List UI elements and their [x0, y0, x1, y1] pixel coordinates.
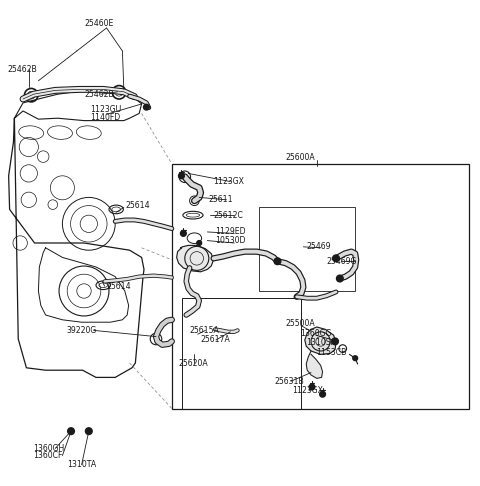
Text: 25611: 25611	[209, 195, 233, 204]
Text: 25612C: 25612C	[214, 210, 243, 220]
Circle shape	[179, 173, 184, 179]
Circle shape	[180, 230, 186, 236]
Text: 25460E: 25460E	[84, 18, 113, 28]
Text: 25600A: 25600A	[286, 153, 315, 162]
Circle shape	[336, 275, 343, 282]
Bar	[259, 207, 355, 291]
Text: 1129ED: 1129ED	[215, 227, 246, 237]
Circle shape	[333, 255, 339, 262]
Circle shape	[85, 428, 92, 434]
Circle shape	[197, 241, 202, 245]
Text: 10530D: 10530D	[215, 236, 246, 245]
Text: 39220G: 39220G	[66, 326, 96, 335]
Circle shape	[309, 384, 315, 390]
Text: 25614: 25614	[107, 282, 131, 291]
Text: 25462B: 25462B	[84, 90, 114, 99]
Text: 25631B: 25631B	[275, 377, 304, 386]
Text: 25620A: 25620A	[179, 360, 208, 368]
Text: 25614: 25614	[126, 201, 150, 210]
Circle shape	[274, 258, 281, 264]
Text: 25469G: 25469G	[326, 257, 357, 266]
Text: 1310SA: 1310SA	[306, 338, 336, 347]
Text: 25617A: 25617A	[201, 335, 230, 345]
Text: 1123GU: 1123GU	[90, 105, 121, 114]
Text: 1123GX: 1123GX	[292, 386, 323, 395]
Text: 25462B: 25462B	[7, 65, 37, 74]
Text: 1123GX: 1123GX	[214, 177, 244, 186]
Text: 25615A: 25615A	[190, 326, 219, 335]
Text: 1360GH: 1360GH	[34, 444, 65, 453]
Circle shape	[144, 104, 149, 110]
Bar	[172, 164, 469, 409]
Circle shape	[332, 338, 338, 345]
Text: 1140FD: 1140FD	[90, 113, 120, 122]
Text: 25500A: 25500A	[286, 319, 315, 328]
Text: 1153CB: 1153CB	[316, 348, 346, 357]
Circle shape	[320, 391, 325, 397]
Text: 1360GG: 1360GG	[300, 329, 331, 338]
Text: 1310TA: 1310TA	[67, 460, 96, 469]
Polygon shape	[305, 327, 336, 354]
Text: 25469: 25469	[306, 243, 331, 251]
Polygon shape	[306, 351, 323, 379]
Circle shape	[68, 428, 74, 434]
Bar	[182, 298, 301, 409]
Text: 1360CF: 1360CF	[34, 451, 63, 460]
Polygon shape	[177, 245, 214, 272]
Circle shape	[353, 356, 358, 361]
